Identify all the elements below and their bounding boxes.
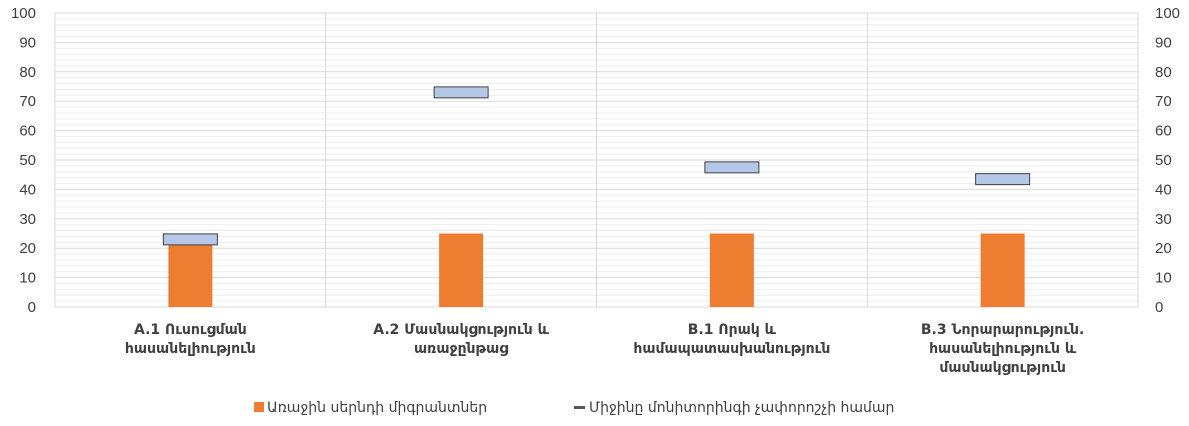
category-label: A.2 Մասնակցություն և առաջընթաց: [373, 322, 549, 357]
bar: [709, 233, 754, 307]
category-label-line: B.3 Նորարարություն.: [921, 322, 1085, 338]
y-tick-label-left: 40: [19, 181, 36, 198]
category-label-line: A.2 Մասնակցություն և: [373, 322, 549, 338]
y-tick-label-left: 60: [19, 123, 36, 140]
y-tick-label-left: 80: [19, 64, 36, 81]
category-label-line: հասանելիություն: [125, 341, 256, 357]
category-label: B.3 Նորարարություն. հասանելիություն և մասն…: [921, 322, 1085, 376]
y-tick-label-left: 20: [19, 240, 36, 257]
average-marker: [433, 86, 489, 99]
y-tick-label-right: 60: [1155, 123, 1172, 140]
y-tick-label-right: 90: [1155, 34, 1172, 51]
legend-swatch-bar: [254, 402, 264, 412]
y-tick-label-right: 10: [1155, 270, 1172, 287]
y-tick-label-right: 100: [1155, 5, 1180, 22]
y-tick-label-left: 10: [19, 270, 36, 287]
category-label-line: A.1 Ուսուցման: [134, 322, 247, 338]
y-tick-label-right: 0: [1155, 299, 1163, 316]
legend-label: Միջինը մոնիտորինգի չափորոշչի համար: [589, 400, 894, 416]
bar: [168, 233, 213, 307]
category-label-line: հասանելիություն և: [929, 341, 1077, 357]
y-tick-label-right: 70: [1155, 93, 1172, 110]
legend-label: Առաջին սերնդի միգրանտներ: [267, 400, 487, 416]
category-label: B.1 Որակ և համապատասխանություն: [633, 322, 830, 357]
bar: [439, 233, 484, 307]
y-tick-label-right: 80: [1155, 64, 1172, 81]
y-tick-label-right: 40: [1155, 181, 1172, 198]
y-tick-label-left: 100: [11, 5, 36, 22]
category-label-line: B.1 Որակ և: [688, 322, 777, 338]
category-label-line: համապատասխանություն: [633, 341, 830, 357]
category-label: A.1 Ուսուցման հասանելիություն: [125, 322, 256, 357]
y-tick-label-left: 30: [19, 211, 36, 228]
y-tick-label-left: 70: [19, 93, 36, 110]
y-tick-label-left: 90: [19, 34, 36, 51]
legend-swatch-marker: [574, 406, 585, 409]
y-tick-label-left: 0: [28, 299, 36, 316]
average-marker: [704, 161, 760, 174]
category-label-line: առաջընթաց: [414, 341, 508, 357]
y-tick-label-left: 50: [19, 152, 36, 169]
average-marker: [162, 233, 218, 246]
y-tick-label-right: 20: [1155, 240, 1172, 257]
average-marker: [975, 173, 1031, 186]
bar: [980, 233, 1025, 307]
y-tick-label-right: 30: [1155, 211, 1172, 228]
y-tick-label-right: 50: [1155, 152, 1172, 169]
category-label-line: մասնակցություն: [939, 360, 1066, 376]
